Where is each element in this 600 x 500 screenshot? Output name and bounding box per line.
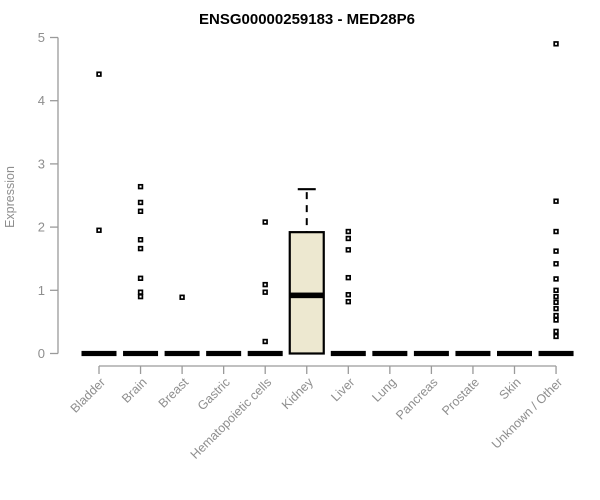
outlier-point-center [264, 340, 267, 343]
box-group-hematopoietic-cells [247, 219, 283, 357]
collapsed-box-zero [413, 350, 449, 357]
x-category-label: Liver [328, 375, 357, 404]
y-tick-label: 4 [38, 93, 45, 108]
outlier-point-center [139, 277, 142, 280]
y-tick-label: 5 [38, 30, 45, 45]
collapsed-box-zero [206, 350, 242, 357]
outlier-point-center [139, 247, 142, 250]
median-line [289, 292, 324, 299]
x-category-label: Unknown / Other [489, 375, 565, 451]
collapsed-box-zero [497, 350, 532, 357]
outlier-point-center [139, 238, 142, 241]
y-axis-label: Expression [3, 166, 17, 228]
outlier-point-center [139, 185, 142, 188]
outlier-point-center [555, 230, 558, 233]
outlier-point-center [555, 319, 558, 322]
collapsed-box-zero [538, 350, 574, 357]
outlier-point-center [181, 296, 184, 299]
x-category-label: Bladder [68, 375, 108, 415]
outlier-point-center [139, 210, 142, 213]
x-category-label: Skin [497, 375, 524, 402]
x-category-label: Brain [119, 375, 150, 406]
x-category-label: Gastric [195, 375, 233, 413]
outlier-point-center [264, 221, 267, 224]
box-group-kidney [288, 188, 325, 355]
y-tick-label: 2 [38, 220, 45, 235]
outlier-point-center [347, 300, 350, 303]
outlier-point-center [555, 42, 558, 45]
outlier-point-center [347, 293, 350, 296]
outlier-point-center [555, 307, 558, 310]
outlier-point-center [264, 291, 267, 294]
outlier-point-center [139, 201, 142, 204]
plot-area [81, 41, 574, 357]
collapsed-box-zero [81, 350, 117, 357]
outlier-point-center [139, 291, 142, 294]
outlier-point-center [347, 276, 350, 279]
outlier-point-center [347, 230, 350, 233]
box-group-brain [123, 183, 159, 357]
box-group-liver [330, 228, 366, 357]
y-tick-label: 1 [38, 283, 45, 298]
y-tick-label: 0 [38, 346, 45, 361]
outlier-point-center [555, 250, 558, 253]
x-category-label: Breast [156, 375, 192, 411]
outlier-point-center [555, 314, 558, 317]
outlier-point-center [555, 301, 558, 304]
box-group-gastric [206, 350, 242, 357]
x-category-label: Hematopoietic cells [188, 375, 275, 462]
outlier-point-center [347, 248, 350, 251]
outlier-point-center [555, 289, 558, 292]
collapsed-box-zero [164, 350, 200, 357]
box-group-unknown-other [538, 41, 574, 357]
outlier-point-center [555, 277, 558, 280]
collapsed-box-zero [247, 350, 283, 357]
outlier-point-center [98, 73, 100, 76]
box-group-breast [164, 294, 200, 357]
x-category-label: Lung [369, 375, 399, 405]
box-group-bladder [81, 71, 117, 357]
collapsed-box-zero [123, 350, 159, 357]
box-group-pancreas [413, 350, 449, 357]
outlier-point-center [347, 237, 350, 240]
y-tick-label: 3 [38, 156, 45, 171]
box-group-lung [372, 350, 408, 357]
outlier-point-center [555, 295, 558, 298]
box-group-skin [497, 350, 532, 357]
collapsed-box-zero [455, 350, 491, 357]
collapsed-box-zero [372, 350, 408, 357]
box-group-prostate [455, 350, 491, 357]
outlier-point-center [555, 262, 558, 265]
collapsed-box-zero [330, 350, 366, 357]
x-category-label: Pancreas [393, 375, 440, 422]
chart-title: ENSG00000259183 - MED28P6 [199, 11, 415, 28]
outlier-point-center [555, 200, 558, 203]
outlier-point-center [555, 335, 558, 338]
x-category-label: Kidney [279, 375, 316, 412]
x-category-label: Prostate [439, 375, 482, 418]
outlier-point-center [264, 283, 267, 286]
outlier-point-center [139, 295, 142, 298]
outlier-point-center [98, 229, 100, 232]
outlier-point-center [555, 330, 558, 333]
